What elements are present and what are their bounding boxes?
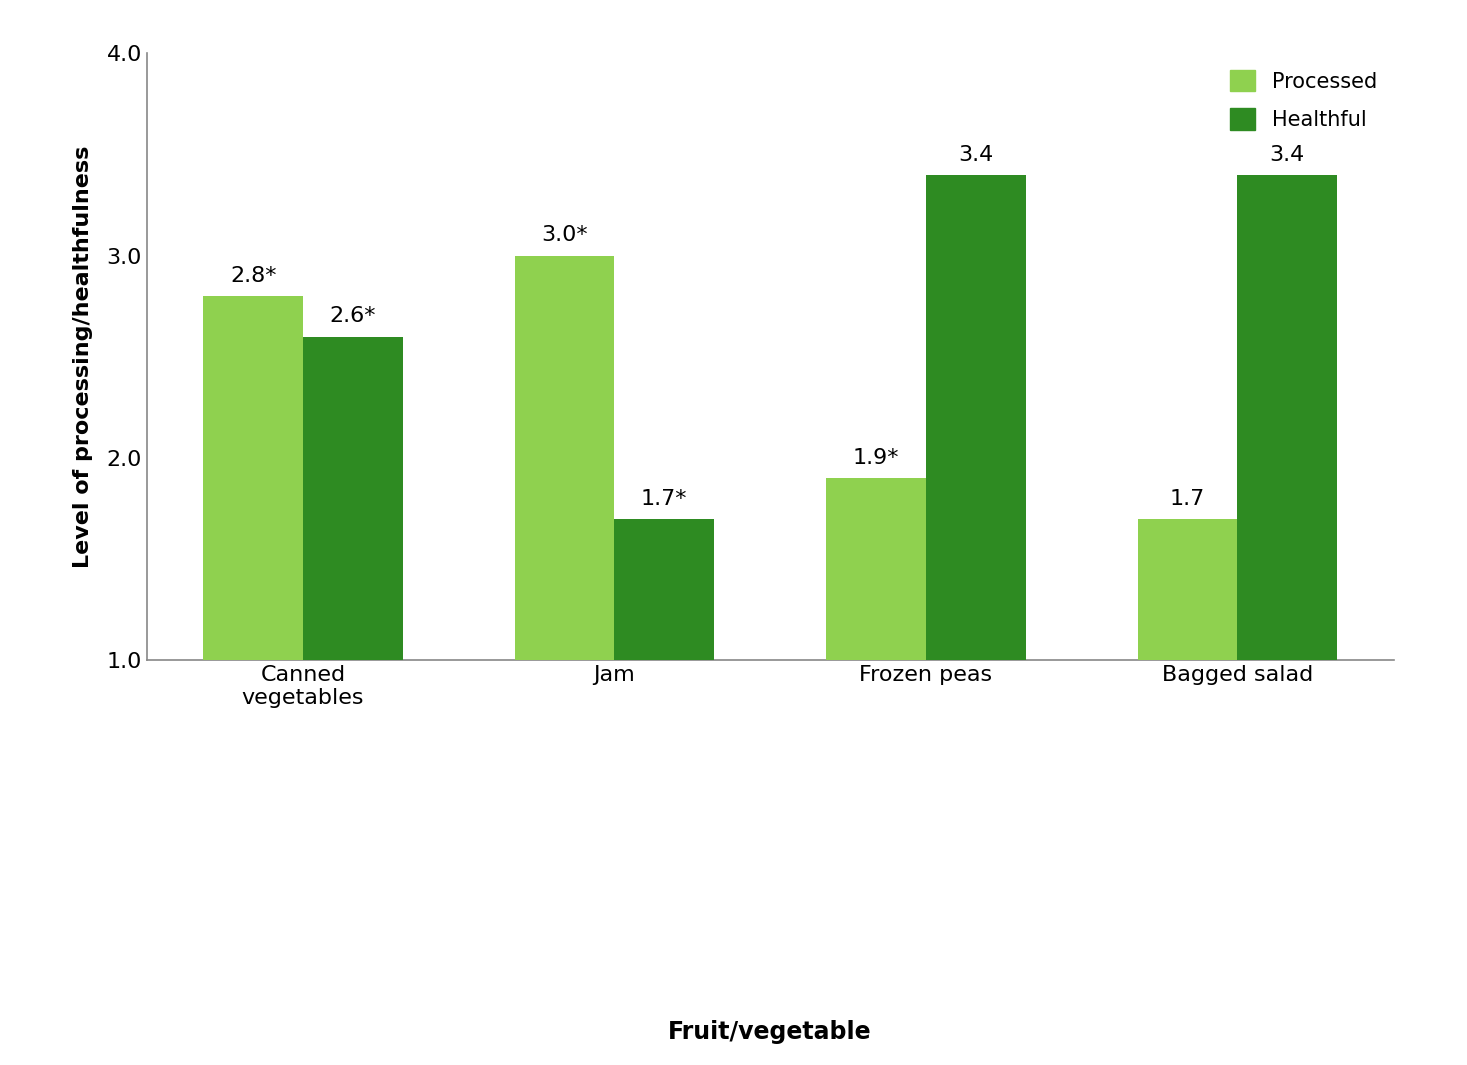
- Bar: [826, 478, 926, 660]
- Text: 1.7: 1.7: [1169, 489, 1204, 509]
- Text: Fruit/vegetable: Fruit/vegetable: [669, 1019, 871, 1044]
- Text: 3.0*: 3.0*: [541, 226, 588, 246]
- Bar: [615, 519, 714, 660]
- Bar: [1237, 175, 1336, 660]
- Bar: [304, 337, 403, 660]
- Bar: [515, 256, 615, 660]
- Y-axis label: Level of processing/healthfulness: Level of processing/healthfulness: [72, 146, 92, 568]
- Text: 3.4: 3.4: [1269, 145, 1304, 165]
- Legend: Processed, Healthful: Processed, Healthful: [1223, 64, 1383, 136]
- Text: 1.9*: 1.9*: [852, 448, 899, 469]
- Text: 2.8*: 2.8*: [230, 266, 276, 286]
- Bar: [926, 175, 1025, 660]
- Text: 3.4: 3.4: [958, 145, 993, 165]
- Text: 1.7*: 1.7*: [641, 489, 688, 509]
- Text: 2.6*: 2.6*: [330, 307, 376, 327]
- Bar: [204, 296, 304, 660]
- Bar: [1137, 519, 1237, 660]
